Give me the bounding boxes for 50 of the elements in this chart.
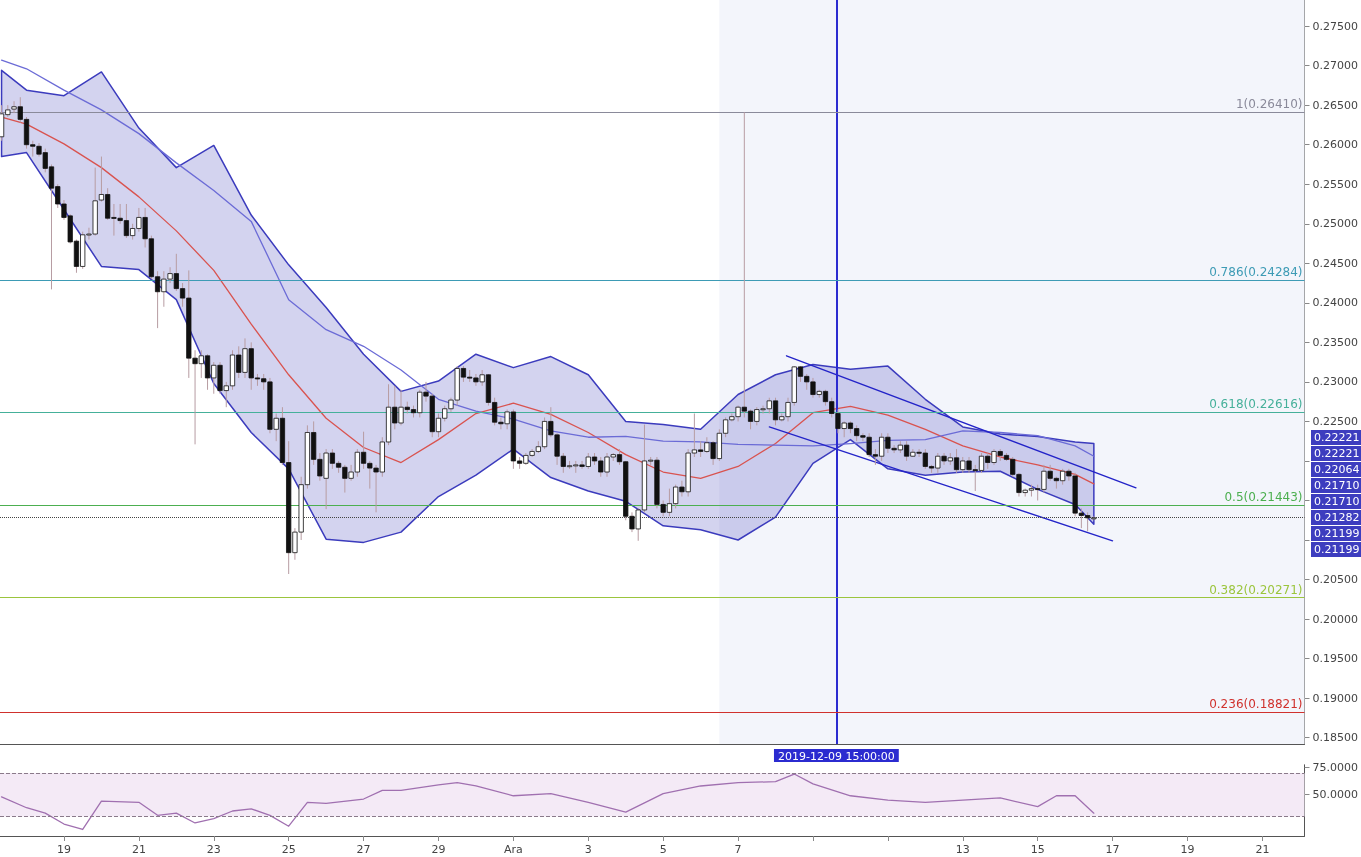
text: 0.22064	[1314, 463, 1360, 476]
y-tick-label: 0.24500	[1312, 256, 1359, 270]
y-tick-label: 0.25000	[1312, 217, 1359, 231]
ref-line-label: 1(0.26410)	[1235, 97, 1303, 112]
y-tick-label: 0.23000	[1312, 375, 1359, 389]
x-tick-label: 21	[131, 843, 146, 856]
y-tick-label: 0.23500	[1312, 335, 1359, 349]
x-tick-label: 17	[1105, 843, 1120, 856]
text: 0.22221	[1314, 431, 1360, 444]
ref-line-label: 0.5(0.21443)	[1224, 489, 1303, 504]
y-tick-label: 0.27000	[1312, 59, 1359, 73]
x-tick-label: 25	[281, 843, 296, 856]
x-tick-label: 13	[955, 843, 970, 856]
x-tick-label: 19	[56, 843, 71, 856]
x-tick-label: 5	[659, 843, 667, 856]
y-tick-label: 0.18500	[1312, 731, 1359, 745]
text: 0.22221	[1314, 447, 1360, 460]
ref-line-label: 0.786(0.24284)	[1209, 265, 1303, 280]
y-tick-label: 0.22500	[1312, 414, 1359, 428]
x-tick-label: 21	[1255, 843, 1270, 856]
x-tick-label: 3	[584, 843, 592, 856]
y-tick-label: 0.20000	[1312, 612, 1359, 626]
ref-line-label: 0.236(0.18821)	[1209, 697, 1303, 712]
text: 0.21199	[1314, 527, 1360, 540]
text: 0.21710	[1314, 479, 1360, 492]
y-tick-label: 0.26500	[1312, 98, 1359, 112]
x-tick-label: 19	[1180, 843, 1195, 856]
ref-line-label: 2019-12-09 15:00:00	[777, 750, 895, 763]
x-tick-label: 29	[431, 843, 446, 856]
x-tick-label: 15	[1030, 843, 1045, 856]
y-tick-label: 0.26000	[1312, 138, 1359, 152]
x-tick-label: 23	[206, 843, 221, 856]
ref-line-label: 0.618(0.22616)	[1209, 397, 1303, 412]
text: 0.21710	[1314, 495, 1360, 508]
y-tick-label: 0.24000	[1312, 296, 1359, 310]
x-tick-label: Ara	[503, 843, 523, 856]
y-tick-label: 0.25500	[1312, 177, 1359, 191]
y-tick-label: 0.19000	[1312, 691, 1359, 705]
x-tick-label: 7	[734, 843, 742, 856]
ref-line-label: 0.382(0.20271)	[1209, 582, 1303, 597]
x-tick-label: 27	[356, 843, 371, 856]
y-tick-label: 0.20500	[1312, 573, 1359, 587]
y-tick-label: 75.0000	[1312, 761, 1359, 774]
text: 0.21199	[1314, 543, 1360, 556]
text: 0.21282	[1314, 511, 1360, 524]
y-tick-label: 0.19500	[1312, 652, 1359, 666]
y-tick-label: 50.0000	[1312, 788, 1359, 802]
line-series	[0, 59, 1095, 457]
y-tick-label: 0.27500	[1312, 19, 1359, 33]
line-series	[0, 773, 1095, 831]
